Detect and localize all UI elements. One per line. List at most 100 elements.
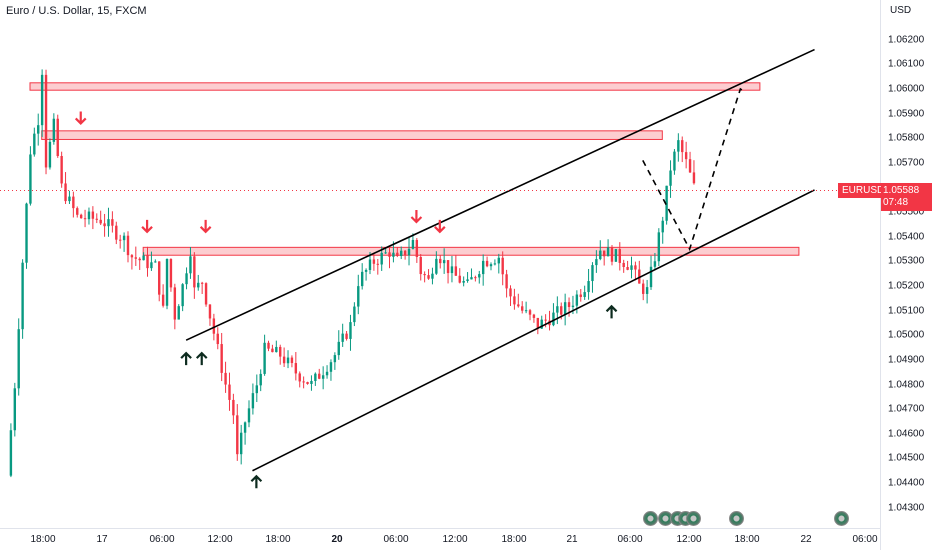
candle-body bbox=[64, 183, 67, 202]
event-flag-icon[interactable] bbox=[642, 511, 658, 526]
candle-body bbox=[415, 239, 419, 258]
candle-body bbox=[173, 287, 177, 320]
y-tick-label: 1.05700 bbox=[888, 157, 925, 169]
candle-body bbox=[513, 296, 516, 305]
y-tick-label: 1.06100 bbox=[888, 58, 925, 70]
candle-body bbox=[204, 283, 208, 305]
candle-body bbox=[493, 263, 497, 265]
candle-body bbox=[247, 408, 251, 423]
candle-body bbox=[263, 342, 266, 374]
down-arrow-icon bbox=[410, 209, 423, 224]
candle-body bbox=[314, 373, 317, 381]
candle-body bbox=[345, 333, 348, 339]
candle-body bbox=[489, 264, 493, 267]
time-axis[interactable] bbox=[0, 528, 880, 551]
candle-body bbox=[68, 196, 71, 202]
candle-body bbox=[599, 250, 602, 260]
y-tick-label: 1.05100 bbox=[888, 305, 925, 317]
y-tick-label: 1.04700 bbox=[888, 403, 925, 415]
candle-body bbox=[83, 218, 87, 220]
up-arrow-icon bbox=[250, 474, 263, 489]
candle-body bbox=[610, 247, 614, 262]
candle-body bbox=[17, 329, 20, 389]
candle-body bbox=[87, 211, 91, 220]
candle-body bbox=[563, 302, 567, 315]
price-axis[interactable] bbox=[880, 0, 932, 550]
candle-body bbox=[138, 258, 141, 261]
candle-body bbox=[653, 261, 657, 267]
candle-body bbox=[232, 399, 235, 416]
candle-body bbox=[442, 260, 446, 264]
candle-body bbox=[540, 319, 543, 329]
candle-body bbox=[177, 306, 180, 320]
candle-body bbox=[294, 363, 298, 374]
y-tick-label: 1.06200 bbox=[888, 34, 925, 46]
candle-body bbox=[158, 261, 161, 295]
candle-body bbox=[220, 344, 223, 373]
candle-body bbox=[454, 266, 458, 276]
candle-body bbox=[579, 294, 582, 297]
y-tick-label: 1.04900 bbox=[888, 354, 925, 366]
candle-body bbox=[13, 388, 17, 431]
candle-body bbox=[368, 259, 372, 270]
candle-body bbox=[403, 250, 407, 256]
down-arrow-icon bbox=[199, 219, 212, 234]
candle-body bbox=[224, 372, 227, 385]
up-arrow-icon bbox=[605, 304, 618, 319]
candle-body bbox=[40, 74, 44, 126]
candle-body bbox=[552, 312, 555, 326]
candle-body bbox=[337, 341, 340, 356]
event-flag-icon[interactable] bbox=[728, 511, 744, 526]
candle-body bbox=[236, 415, 239, 455]
y-tick-label: 1.05300 bbox=[888, 255, 925, 267]
candle-body bbox=[400, 250, 403, 257]
candle-body bbox=[161, 294, 165, 306]
candle-body bbox=[329, 362, 333, 372]
candle-body bbox=[384, 252, 387, 254]
price-chart[interactable] bbox=[0, 0, 880, 528]
candle-body bbox=[290, 357, 294, 364]
candle-body bbox=[302, 381, 305, 383]
candle-body bbox=[595, 259, 598, 266]
candle-body bbox=[318, 373, 321, 379]
candle-body bbox=[692, 172, 696, 184]
candle-body bbox=[306, 382, 309, 384]
candle-body bbox=[243, 422, 247, 433]
y-tick-label: 1.04800 bbox=[888, 379, 925, 391]
candle-body bbox=[298, 373, 301, 382]
x-tick-label: 17 bbox=[96, 534, 108, 545]
last-price: 1.05588 bbox=[883, 185, 920, 196]
down-arrow-icon bbox=[434, 219, 446, 234]
up-arrow-icon bbox=[180, 351, 192, 366]
candle-body bbox=[21, 262, 24, 330]
candle-body bbox=[466, 279, 469, 282]
candle-body bbox=[321, 375, 325, 379]
y-tick-label: 1.04500 bbox=[888, 452, 925, 464]
candle-body bbox=[560, 306, 563, 315]
candle-body bbox=[587, 281, 590, 293]
candle-body bbox=[501, 257, 504, 275]
candle-body bbox=[688, 159, 692, 173]
y-tick-label: 1.06000 bbox=[888, 83, 925, 95]
candle-body bbox=[118, 239, 122, 241]
candle-body bbox=[536, 317, 540, 329]
candle-body bbox=[165, 259, 169, 306]
candle-body bbox=[360, 271, 364, 287]
candle-body bbox=[251, 393, 255, 409]
x-tick-label: 21 bbox=[566, 534, 578, 545]
candle-body bbox=[517, 304, 520, 307]
candle-body bbox=[509, 288, 512, 297]
candle-body bbox=[673, 151, 676, 171]
candle-body bbox=[606, 247, 610, 257]
candle-body bbox=[200, 282, 204, 284]
y-tick-label: 1.05200 bbox=[888, 280, 925, 292]
up-arrow-icon bbox=[195, 351, 208, 366]
y-tick-label: 1.04600 bbox=[888, 428, 925, 440]
x-tick-label: 20 bbox=[331, 534, 343, 545]
candle-body bbox=[310, 380, 313, 384]
candle-body bbox=[103, 223, 106, 227]
candle-body bbox=[435, 258, 438, 274]
candle-body bbox=[60, 156, 63, 184]
event-flag-icon[interactable] bbox=[834, 511, 850, 526]
event-flag-icon[interactable] bbox=[685, 511, 701, 526]
